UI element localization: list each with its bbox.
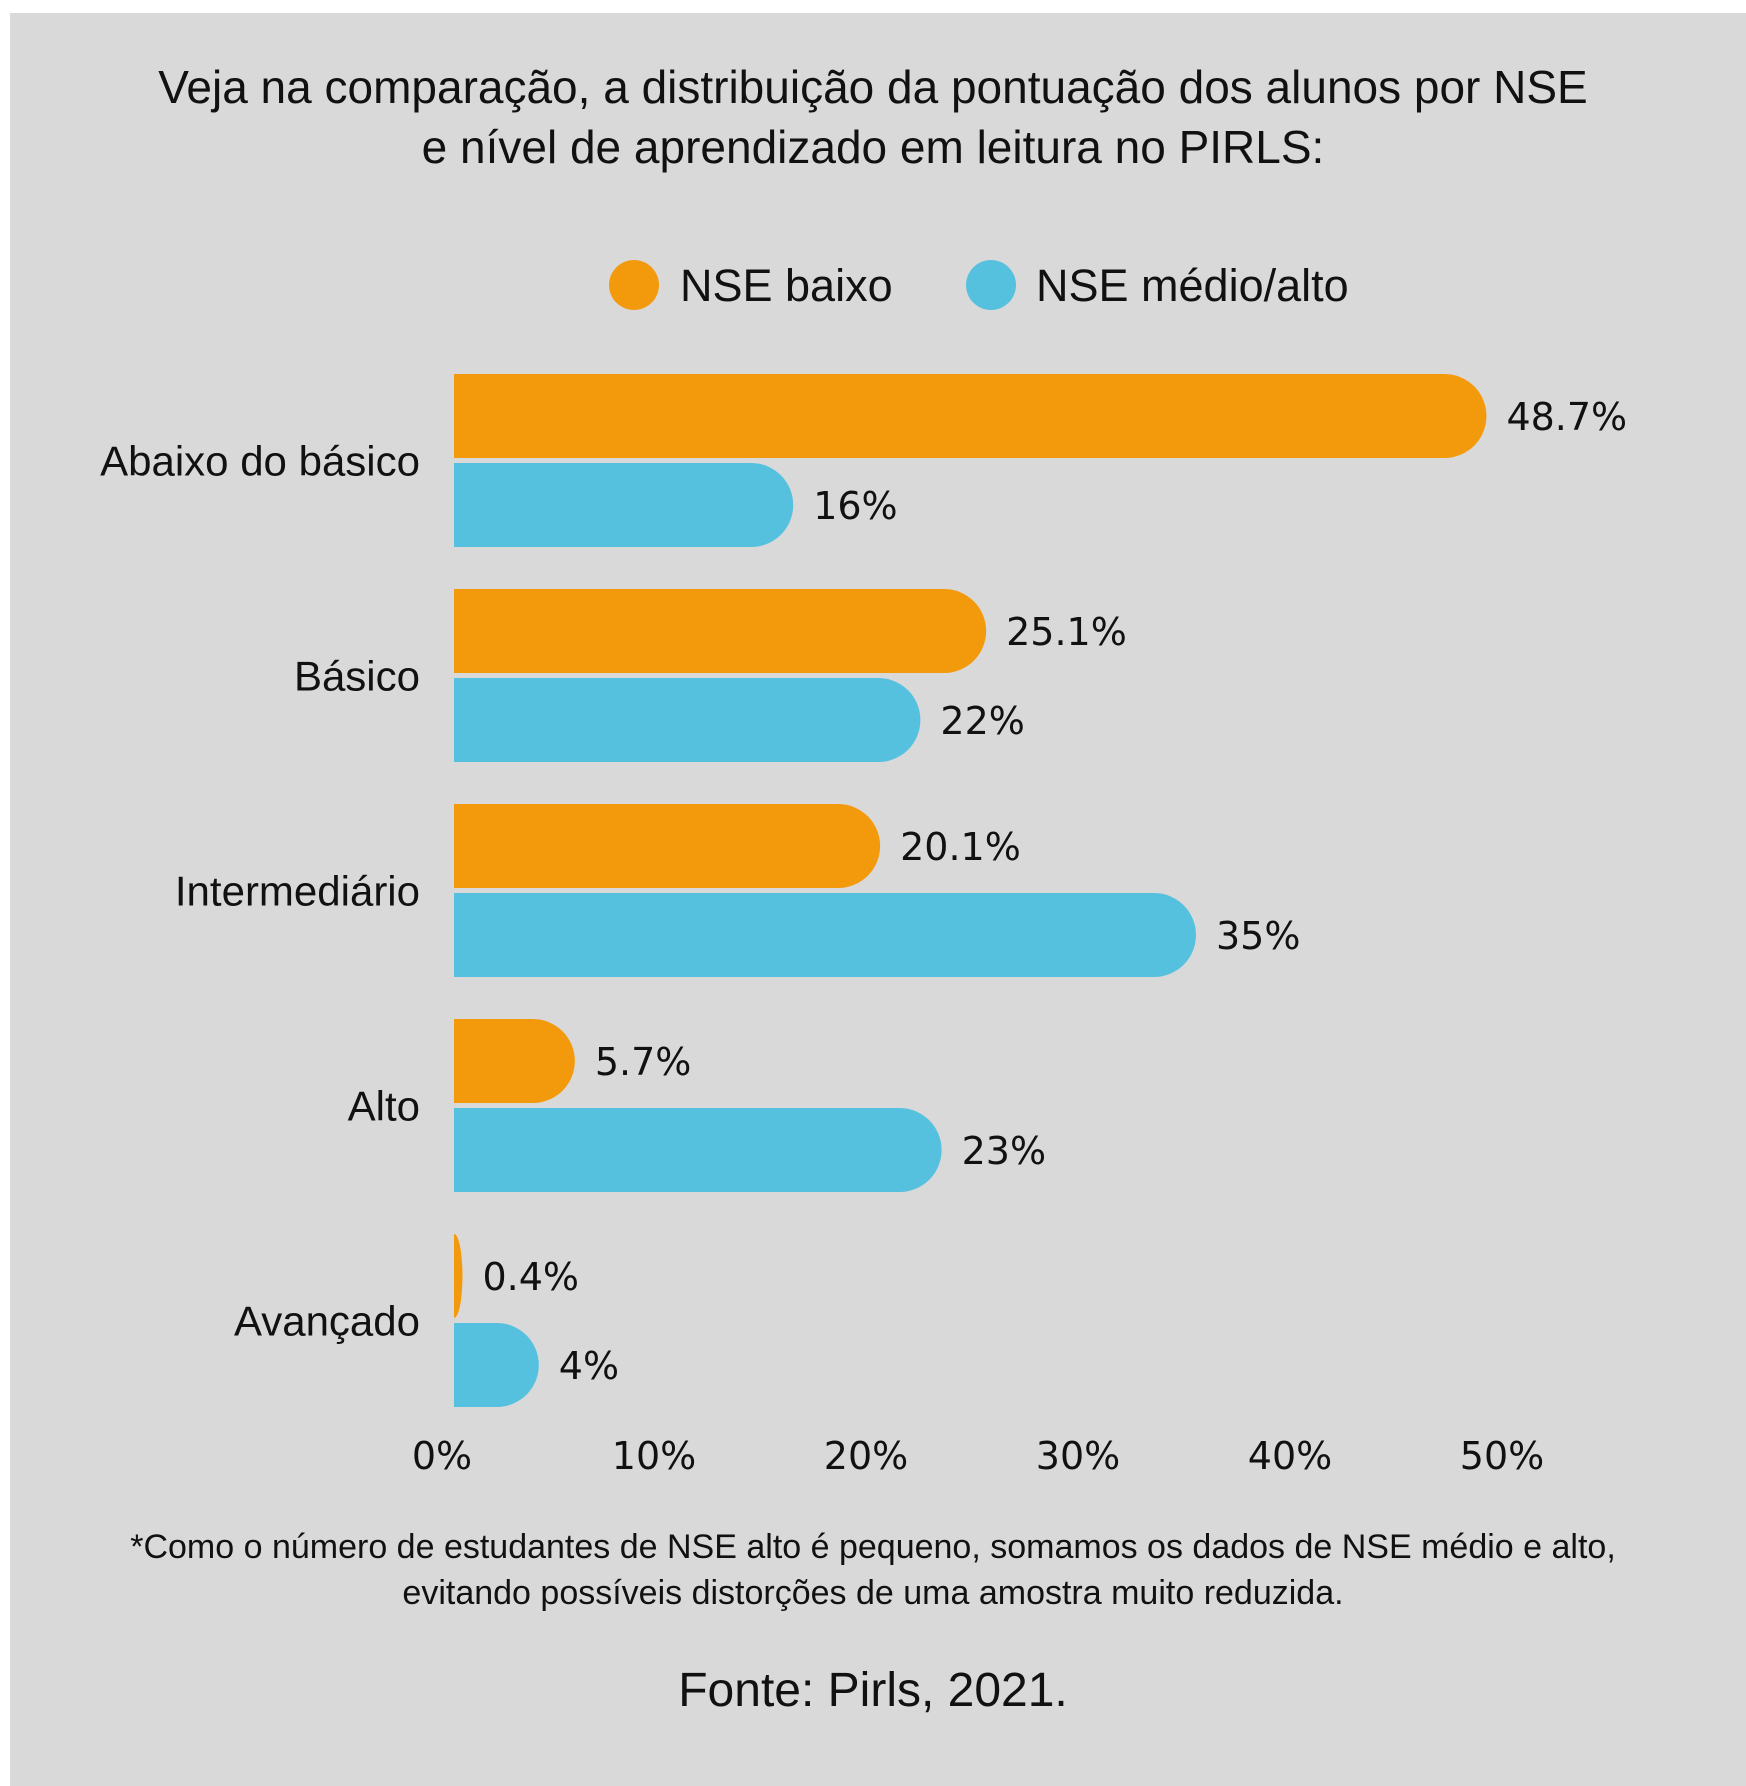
chart-title-line-2: e nível de aprendizado em leitura no PIR… — [422, 121, 1325, 173]
legend-swatch-nse-baixo — [609, 260, 659, 310]
value-label-intermediario-nse-medio-alto: 35% — [1216, 914, 1300, 958]
x-axis-ticks: 0% 10% 20% 30% 40% 50% — [412, 1434, 1544, 1478]
category-label-alto: Alto — [348, 1083, 420, 1130]
x-tick-label-50: 50% — [1460, 1434, 1544, 1478]
source-note: Fonte: Pirls, 2021. — [678, 1664, 1068, 1717]
bars-layer: Abaixo do básico 48.7% 16% Básico 25.1% 22% In… — [100, 374, 1627, 1407]
bar-alto-nse-baixo — [454, 1019, 575, 1103]
x-tick-label-30: 30% — [1036, 1434, 1120, 1478]
x-tick-label-20: 20% — [824, 1434, 908, 1478]
bar-basico-nse-baixo — [454, 589, 987, 673]
x-tick-label-10: 10% — [612, 1434, 696, 1478]
value-label-alto-nse-medio-alto: 23% — [962, 1129, 1046, 1173]
value-label-abaixo-do-basico-nse-medio-alto: 16% — [813, 484, 897, 528]
value-label-basico-nse-baixo: 25.1% — [1006, 610, 1127, 654]
bar-intermediario-nse-baixo — [454, 804, 881, 888]
category-label-avancado: Avançado — [234, 1298, 420, 1345]
bar-abaixo-do-basico-nse-baixo — [454, 374, 1487, 458]
bar-alto-nse-medio-alto — [454, 1108, 942, 1192]
bar-intermediario-nse-medio-alto — [454, 893, 1196, 977]
legend: NSE baixo NSE médio/alto — [609, 260, 1349, 311]
category-label-basico: Básico — [294, 653, 420, 700]
legend-swatch-nse-medio-alto — [966, 260, 1016, 310]
bar-avancado-nse-baixo — [454, 1234, 463, 1318]
footnote-line-2: evitando possíveis distorções de uma amo… — [402, 1574, 1343, 1612]
bar-avancado-nse-medio-alto — [454, 1323, 539, 1407]
bar-abaixo-do-basico-nse-medio-alto — [454, 463, 794, 547]
legend-label-nse-baixo: NSE baixo — [680, 260, 893, 311]
value-label-avancado-nse-medio-alto: 4% — [559, 1344, 619, 1388]
value-label-abaixo-do-basico-nse-baixo: 48.7% — [1506, 395, 1627, 439]
value-label-basico-nse-medio-alto: 22% — [940, 699, 1024, 743]
chart-title-line-1: Veja na comparação, a distribuição da po… — [158, 61, 1587, 113]
x-tick-label-40: 40% — [1248, 1434, 1332, 1478]
category-label-intermediario: Intermediário — [175, 868, 420, 915]
value-label-alto-nse-baixo: 5.7% — [595, 1040, 692, 1084]
bar-basico-nse-medio-alto — [454, 678, 921, 762]
legend-label-nse-medio-alto: NSE médio/alto — [1036, 260, 1349, 311]
category-label-abaixo-do-basico: Abaixo do básico — [100, 438, 420, 485]
value-label-avancado-nse-baixo: 0.4% — [482, 1255, 579, 1299]
footnote-line-1: *Como o número de estudantes de NSE alto… — [130, 1528, 1616, 1566]
value-label-intermediario-nse-baixo: 20.1% — [900, 825, 1021, 869]
x-tick-label-0: 0% — [412, 1434, 472, 1478]
